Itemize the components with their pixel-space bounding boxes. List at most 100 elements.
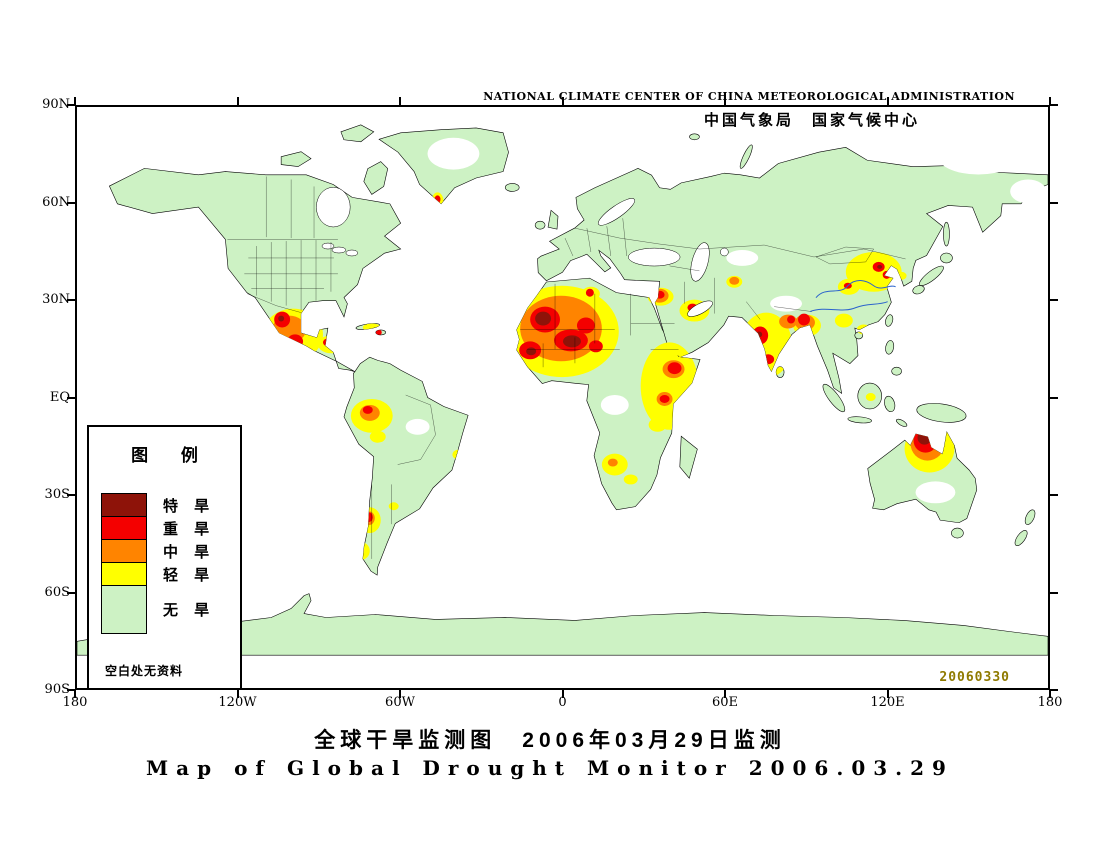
legend-item-light: 轻 旱 bbox=[101, 562, 240, 586]
legend-swatch-moderate bbox=[101, 539, 147, 563]
legend-label: 无 旱 bbox=[163, 602, 216, 619]
lon-label-3-0: 0 bbox=[558, 695, 567, 710]
drought-region-light bbox=[369, 430, 386, 443]
drought-region-light bbox=[865, 393, 876, 401]
lon-label-6-180: 180 bbox=[1037, 695, 1063, 710]
axis-tick bbox=[1050, 396, 1058, 399]
drought-region-light bbox=[460, 468, 471, 477]
legend-label: 中 旱 bbox=[163, 543, 216, 561]
drought-region-severe bbox=[362, 405, 373, 414]
lat-label-90N: 90N bbox=[42, 97, 70, 112]
axis-tick bbox=[399, 97, 401, 105]
axis-tick bbox=[1049, 97, 1051, 105]
axis-tick bbox=[236, 97, 239, 105]
legend-item-extreme: 特 旱 bbox=[101, 493, 240, 517]
drought-region-severe bbox=[375, 329, 382, 336]
axis-tick bbox=[1050, 201, 1058, 204]
drought-region-light bbox=[845, 252, 902, 292]
legend-item-severe: 重 旱 bbox=[101, 516, 240, 540]
axis-tick bbox=[561, 690, 564, 698]
legend-label: 重 旱 bbox=[163, 520, 216, 538]
axis-tick bbox=[399, 690, 401, 698]
drought-region-extreme bbox=[562, 335, 581, 348]
date-stamp: 20060330 bbox=[939, 670, 1010, 685]
drought-region-light bbox=[640, 342, 699, 430]
drought-region-light bbox=[834, 313, 853, 328]
drought-region-moderate bbox=[607, 458, 618, 467]
axis-tick bbox=[67, 396, 75, 399]
axis-tick bbox=[67, 689, 75, 691]
axis-tick bbox=[1049, 690, 1051, 698]
river-lines bbox=[809, 280, 896, 313]
axis-tick bbox=[1050, 591, 1058, 594]
legend-swatch-extreme bbox=[101, 493, 147, 517]
axis-tick bbox=[724, 97, 726, 105]
drought-region-light bbox=[318, 335, 344, 354]
drought-region-light bbox=[351, 542, 370, 560]
axis-tick bbox=[67, 591, 75, 594]
drought-region-moderate bbox=[503, 286, 512, 293]
drought-region-extreme bbox=[526, 347, 537, 356]
drought-region-severe bbox=[654, 290, 665, 299]
legend-box: 图 例 特 旱重 旱中 旱轻 旱无 旱 空白处无资料 bbox=[87, 425, 242, 690]
drought-region-extreme bbox=[917, 430, 932, 445]
inland-seas bbox=[316, 186, 729, 317]
drought-region-extreme bbox=[877, 264, 883, 269]
agency-name-english: NATIONAL CLIMATE CENTER OF CHINA METEORO… bbox=[483, 90, 1015, 103]
drought-region-light bbox=[388, 502, 399, 511]
axis-tick bbox=[67, 494, 75, 496]
country-borders bbox=[227, 176, 906, 559]
drought-region-severe bbox=[588, 340, 603, 353]
axis-tick bbox=[1050, 104, 1058, 106]
axis-tick bbox=[561, 97, 564, 105]
lat-label-EQ: EQ bbox=[49, 389, 70, 405]
drought-region-severe bbox=[576, 317, 595, 334]
drought-region-severe bbox=[301, 347, 314, 358]
drought-region-severe bbox=[287, 334, 304, 349]
legend-label: 特 旱 bbox=[163, 497, 216, 515]
drought-region-light bbox=[856, 324, 871, 335]
axis-tick bbox=[67, 299, 75, 301]
drought-region-severe bbox=[667, 362, 682, 375]
lon-label-4-60E: 60E bbox=[711, 695, 739, 710]
legend-swatch-severe bbox=[101, 516, 147, 540]
lat-label-30S: 30S bbox=[44, 487, 70, 502]
drought-region-light bbox=[452, 449, 465, 460]
lon-label-1-120W: 120W bbox=[218, 695, 257, 710]
axis-tick bbox=[1050, 689, 1058, 691]
drought-region-severe bbox=[787, 315, 796, 324]
map-title-chinese: 全球干旱监测图 2006年03月29日监测 bbox=[314, 729, 786, 752]
lat-label-60S: 60S bbox=[44, 584, 70, 600]
drought-region-severe bbox=[355, 545, 364, 554]
drought-region-severe bbox=[585, 288, 594, 297]
axis-tick bbox=[886, 97, 889, 105]
drought-region-severe bbox=[659, 395, 670, 403]
lat-label-90S: 90S bbox=[44, 682, 70, 697]
legend-item-moderate: 中 旱 bbox=[101, 539, 240, 563]
drought-region-light bbox=[648, 417, 667, 432]
axis-tick bbox=[236, 690, 239, 698]
legend-rows: 特 旱重 旱中 旱轻 旱无 旱 bbox=[101, 493, 240, 634]
axis-tick bbox=[724, 690, 726, 698]
world-map bbox=[77, 124, 1048, 656]
drought-region-severe bbox=[798, 313, 810, 326]
axis-tick bbox=[74, 690, 76, 698]
legend-item-none: 无 旱 bbox=[101, 585, 240, 634]
drought-region-moderate bbox=[729, 276, 740, 285]
drought-region-extreme bbox=[278, 315, 285, 322]
map-frame: 中国气象局 国家气候中心 bbox=[75, 105, 1050, 690]
lon-label-0-180: 180 bbox=[62, 695, 88, 710]
legend-title: 图 例 bbox=[131, 446, 212, 465]
drought-region-severe bbox=[434, 195, 441, 204]
axis-tick bbox=[74, 97, 76, 105]
axis-tick bbox=[886, 690, 889, 698]
map-title-english: Map of Global Drought Monitor 2006.03.29 bbox=[146, 756, 954, 780]
axis-tick bbox=[67, 104, 75, 106]
lat-label-30N: 30N bbox=[42, 292, 70, 307]
lon-label-2-60W: 60W bbox=[385, 695, 415, 710]
agency-name-chinese: 中国气象局 国家气候中心 bbox=[703, 112, 920, 129]
drought-region-severe bbox=[322, 338, 333, 347]
drought-region-light bbox=[896, 271, 907, 280]
legend-no-data-note: 空白处无资料 bbox=[105, 664, 184, 678]
